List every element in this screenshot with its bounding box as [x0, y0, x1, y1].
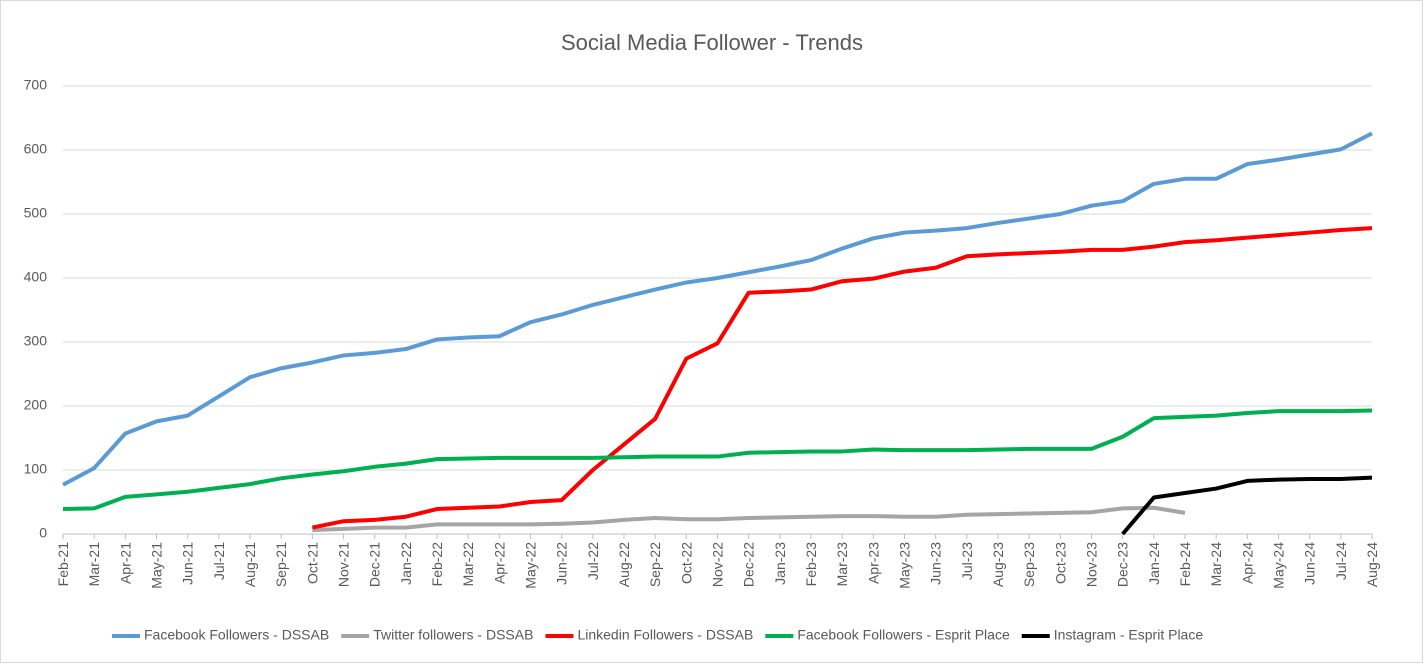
x-tick-label: Sep-21: [273, 542, 289, 587]
x-tick-label: Jul-23: [959, 542, 975, 580]
x-tick-label: Mar-22: [460, 542, 476, 587]
legend-label: Facebook Followers - DSSAB: [144, 627, 329, 643]
y-tick-label: 0: [39, 525, 47, 541]
x-tick-label: Feb-24: [1177, 542, 1193, 587]
y-tick-label: 500: [24, 205, 48, 221]
x-tick-label: Aug-23: [990, 542, 1006, 587]
x-tick-label: Jun-21: [180, 542, 196, 585]
y-tick-label: 700: [24, 77, 48, 93]
y-tick-label: 100: [24, 461, 48, 477]
series-line: [312, 505, 1186, 533]
x-tick-label: Sep-23: [1021, 542, 1037, 587]
x-tick-label: Apr-22: [491, 542, 507, 584]
x-tick-label: May-21: [149, 542, 165, 589]
x-tick-label: May-24: [1271, 542, 1287, 589]
x-tick-label: Jan-24: [1146, 542, 1162, 585]
x-tick-label: Nov-21: [336, 542, 352, 587]
x-tick-label: Apr-24: [1239, 542, 1255, 584]
x-tick-label: Nov-23: [1084, 542, 1100, 587]
x-tick-label: May-23: [897, 542, 913, 589]
legend-label: Facebook Followers - Esprit Place: [797, 627, 1010, 643]
x-tick-label: Mar-21: [86, 542, 102, 587]
x-tick-label: May-22: [523, 542, 539, 589]
series-line: [311, 226, 1373, 530]
x-tick-label: Jul-24: [1333, 542, 1349, 580]
x-tick-label: Feb-21: [55, 542, 71, 587]
x-tick-label: Oct-23: [1052, 542, 1068, 584]
x-tick-label: Jun-22: [554, 542, 570, 585]
y-tick-label: 600: [24, 141, 48, 157]
x-tick-label: Jan-22: [398, 542, 414, 585]
legend-label: Twitter followers - DSSAB: [373, 627, 533, 643]
legend-label: Instagram - Esprit Place: [1054, 627, 1204, 643]
x-tick-label: Mar-23: [834, 542, 850, 587]
x-tick-label: Aug-21: [242, 542, 258, 587]
x-tick-label: Oct-21: [304, 542, 320, 584]
x-tick-label: Apr-23: [865, 542, 881, 584]
x-tick-label: Dec-21: [367, 542, 383, 587]
x-tick-label: Nov-22: [710, 542, 726, 587]
y-tick-label: 400: [24, 269, 48, 285]
series-line: [62, 131, 1373, 487]
y-tick-label: 200: [24, 397, 48, 413]
x-tick-label: Aug-24: [1364, 542, 1380, 587]
chart-title: Social Media Follower - Trends: [561, 30, 863, 55]
x-tick-label: Jul-21: [211, 542, 227, 580]
x-tick-label: Jul-22: [585, 542, 601, 580]
x-tick-label: Mar-24: [1208, 542, 1224, 587]
x-tick-label: Jun-24: [1302, 542, 1318, 585]
legend-label: Linkedin Followers - DSSAB: [577, 627, 753, 643]
series-line: [1121, 475, 1373, 536]
x-tick-label: Jan-23: [772, 542, 788, 585]
series-line: [62, 408, 1373, 512]
x-tick-label: Dec-22: [741, 542, 757, 587]
x-tick-label: Dec-23: [1115, 542, 1131, 587]
x-tick-label: Feb-22: [429, 542, 445, 587]
y-tick-label: 300: [24, 333, 48, 349]
x-tick-label: Apr-21: [117, 542, 133, 584]
x-tick-label: Sep-22: [647, 542, 663, 587]
x-tick-label: Oct-22: [678, 542, 694, 584]
x-tick-label: Aug-22: [616, 542, 632, 587]
x-tick-label: Feb-23: [803, 542, 819, 587]
x-tick-label: Jun-23: [928, 542, 944, 585]
